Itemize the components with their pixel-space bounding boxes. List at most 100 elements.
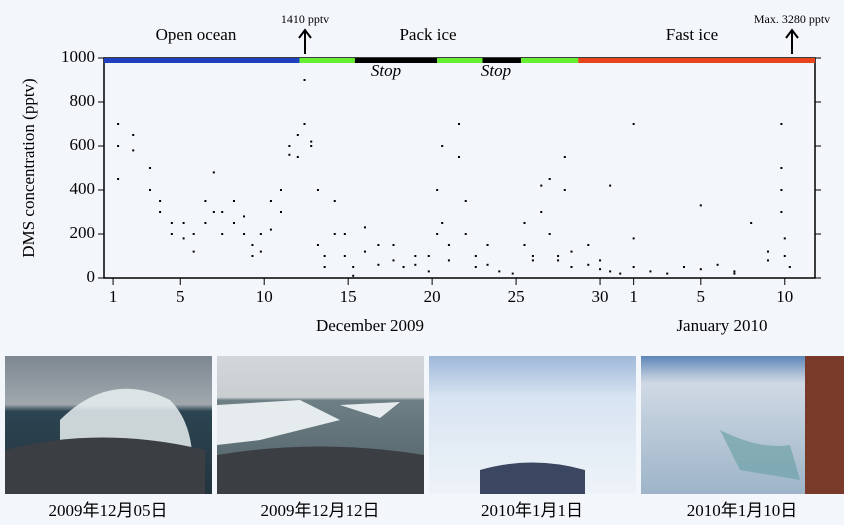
data-point — [498, 270, 501, 273]
region-label: Pack ice — [399, 25, 456, 44]
data-point — [464, 200, 467, 202]
data-point — [540, 184, 543, 187]
data-point — [296, 156, 299, 158]
data-point — [132, 149, 135, 152]
x-tick-label: 30 — [592, 287, 609, 306]
arrow — [785, 28, 799, 54]
data-point — [269, 200, 272, 202]
photo-caption: 2010年1月10日 — [687, 501, 798, 520]
data-point — [323, 266, 326, 268]
cruise-segment — [104, 58, 300, 63]
data-point — [259, 250, 262, 253]
data-point — [232, 222, 235, 224]
y-tick-label: 600 — [70, 135, 96, 154]
data-point — [310, 145, 313, 147]
data-point — [436, 189, 439, 191]
data-point — [303, 79, 306, 81]
data-point — [170, 222, 173, 224]
y-tick-label: 0 — [87, 267, 96, 286]
data-point — [221, 233, 224, 235]
data-point — [117, 123, 120, 125]
data-point — [783, 237, 786, 240]
cruise-segment — [437, 58, 483, 63]
data-point — [333, 200, 336, 202]
data-point — [132, 134, 135, 136]
bow — [217, 446, 424, 494]
data-point — [288, 153, 291, 156]
data-point — [540, 211, 543, 213]
y-tick-label: 1000 — [61, 47, 95, 66]
data-point — [333, 233, 336, 235]
stop-label: Stop — [371, 61, 401, 80]
data-point — [159, 200, 162, 202]
annotation: Max. 3280 pptv — [754, 12, 830, 26]
data-point — [570, 266, 573, 268]
data-point — [221, 211, 224, 213]
region-label: Fast ice — [666, 25, 718, 44]
x-axis-label: January 2010 — [676, 316, 767, 335]
data-point — [182, 237, 185, 240]
data-point — [377, 263, 380, 266]
bow — [480, 462, 585, 494]
data-point — [441, 222, 444, 224]
data-point — [447, 259, 450, 262]
data-point — [523, 244, 526, 246]
x-tick-label: 1 — [109, 287, 118, 306]
cruise-segment — [482, 58, 522, 63]
data-point — [531, 255, 534, 257]
data-point — [363, 226, 366, 229]
data-point — [548, 178, 551, 180]
cruise-segment — [521, 58, 579, 63]
data-point — [323, 255, 326, 257]
data-point — [557, 255, 560, 257]
data-point — [269, 228, 272, 231]
data-point — [310, 140, 313, 143]
data-point — [363, 250, 366, 253]
data-point — [683, 266, 686, 268]
data-point — [296, 134, 299, 136]
data-point — [159, 211, 162, 213]
data-point — [474, 255, 477, 257]
data-point — [232, 200, 235, 202]
annotation: 1410 pptv — [281, 12, 329, 26]
data-point — [457, 156, 460, 158]
data-point — [632, 266, 635, 268]
data-point — [609, 270, 612, 273]
photo-row — [5, 356, 844, 494]
data-point — [464, 233, 467, 235]
data-point — [780, 189, 783, 191]
data-point — [570, 250, 573, 253]
data-point — [780, 123, 783, 125]
y-tick-label: 200 — [70, 223, 96, 242]
data-point — [117, 178, 120, 180]
data-point — [343, 255, 346, 257]
data-point — [716, 263, 719, 266]
data-point — [599, 268, 602, 271]
x-tick-label: 25 — [508, 287, 525, 306]
data-point — [563, 156, 566, 158]
data-point — [212, 211, 215, 213]
data-point — [699, 268, 702, 271]
data-point — [457, 123, 460, 125]
bow — [5, 437, 205, 494]
plot-frame — [103, 57, 816, 279]
data-point — [392, 244, 395, 246]
x-tick-label: 15 — [340, 287, 357, 306]
cruise-segment — [299, 58, 355, 63]
x-tick-label: 10 — [256, 287, 273, 306]
water — [720, 430, 800, 480]
data-point — [587, 244, 590, 246]
y-axis-label: DMS concentration (pptv) — [19, 78, 38, 257]
data-point — [523, 222, 526, 224]
photo-caption: 2009年12月05日 — [49, 501, 168, 520]
data-point — [251, 244, 254, 246]
data-point — [149, 167, 152, 169]
data-point — [609, 184, 612, 187]
data-point — [733, 272, 736, 275]
data-point — [649, 270, 652, 273]
data-point — [377, 244, 380, 246]
data-point — [288, 145, 291, 147]
region-label: Open ocean — [156, 25, 237, 44]
data-point — [352, 266, 355, 268]
data-point — [788, 266, 791, 268]
